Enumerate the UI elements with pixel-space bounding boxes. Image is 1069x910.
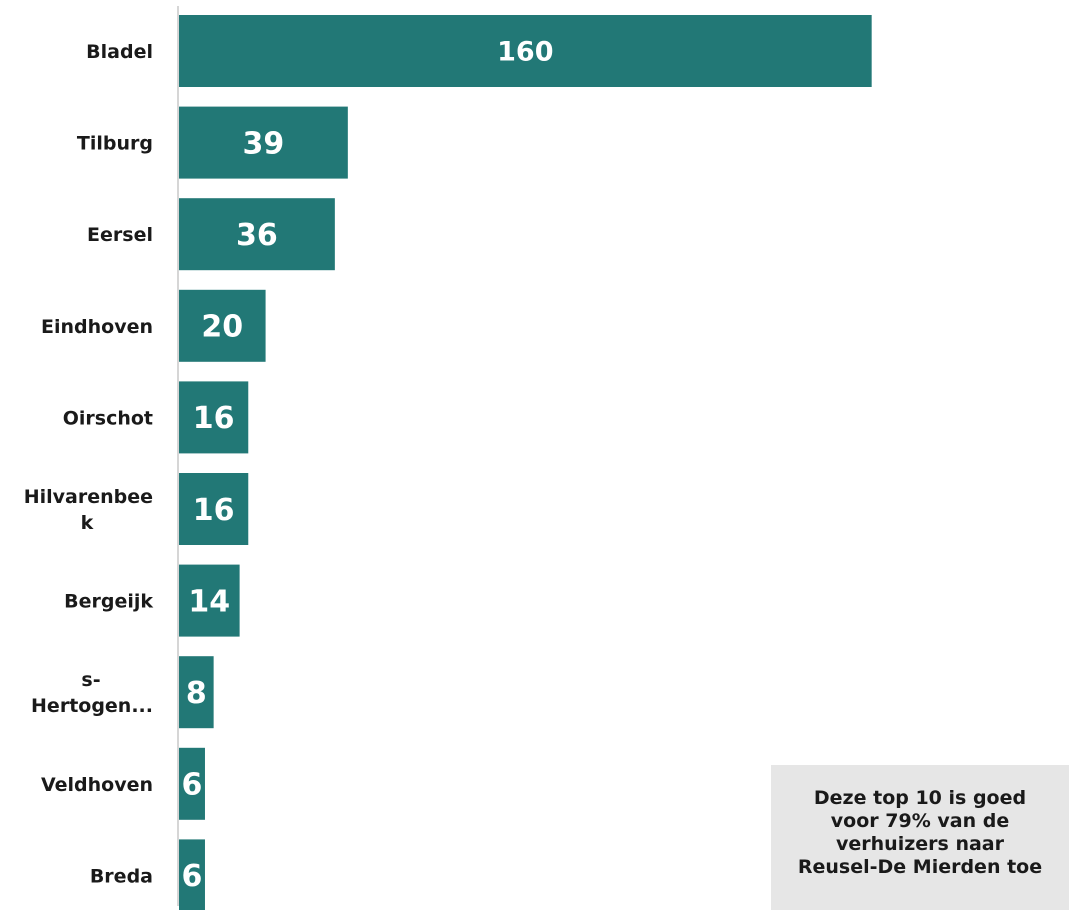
summary-callout: Deze top 10 is goed voor 79% van de verh… (771, 765, 1069, 910)
callout-line-4: Reusel-De Mierden toe (797, 856, 1043, 878)
value-label-1: 39 (243, 126, 285, 161)
bar-2 (179, 198, 335, 271)
value-label-5: 16 (193, 493, 235, 528)
value-label-2: 36 (236, 218, 278, 253)
value-label-4: 16 (193, 401, 235, 436)
category-label-3: Eindhoven (41, 316, 153, 338)
callout-line-2: voor 79% van de (830, 810, 1010, 832)
category-label-8: Veldhoven (41, 774, 153, 796)
bar-3 (179, 289, 266, 362)
value-labels: 160 39 36 20 16 16 14 8 6 6 (182, 37, 554, 894)
bar-9 (179, 839, 205, 910)
value-label-0: 160 (497, 37, 553, 68)
bar-7 (179, 656, 214, 729)
category-label-4: Oirschot (63, 407, 153, 429)
value-label-8: 6 (182, 768, 203, 803)
bar-6 (179, 564, 240, 637)
value-label-3: 20 (201, 310, 243, 345)
category-label-1: Tilburg (77, 133, 153, 155)
category-label-5: Hilvarenbee k (24, 486, 153, 534)
callout-line-1: Deze top 10 is goed (813, 787, 1027, 809)
category-label-6: Bergeijk (64, 591, 153, 613)
bars-group (179, 15, 872, 910)
category-label-7: s-Hertogen... (31, 669, 153, 717)
category-label-2: Eersel (87, 224, 153, 246)
bar-1 (179, 106, 348, 179)
category-labels: Bladel Tilburg Eersel Eindhoven Oirschot Hilv… (24, 41, 154, 887)
bar-5 (179, 473, 249, 545)
bar-4 (179, 381, 249, 454)
category-label-9: Breda (90, 865, 153, 887)
value-label-7: 8 (186, 676, 207, 711)
value-label-9: 6 (182, 859, 203, 894)
bar-0 (179, 15, 872, 87)
bar-8 (179, 747, 205, 820)
callout-line-3: verhuizers naar (836, 833, 1004, 855)
category-label-0: Bladel (86, 41, 153, 63)
value-label-6: 14 (188, 584, 230, 619)
